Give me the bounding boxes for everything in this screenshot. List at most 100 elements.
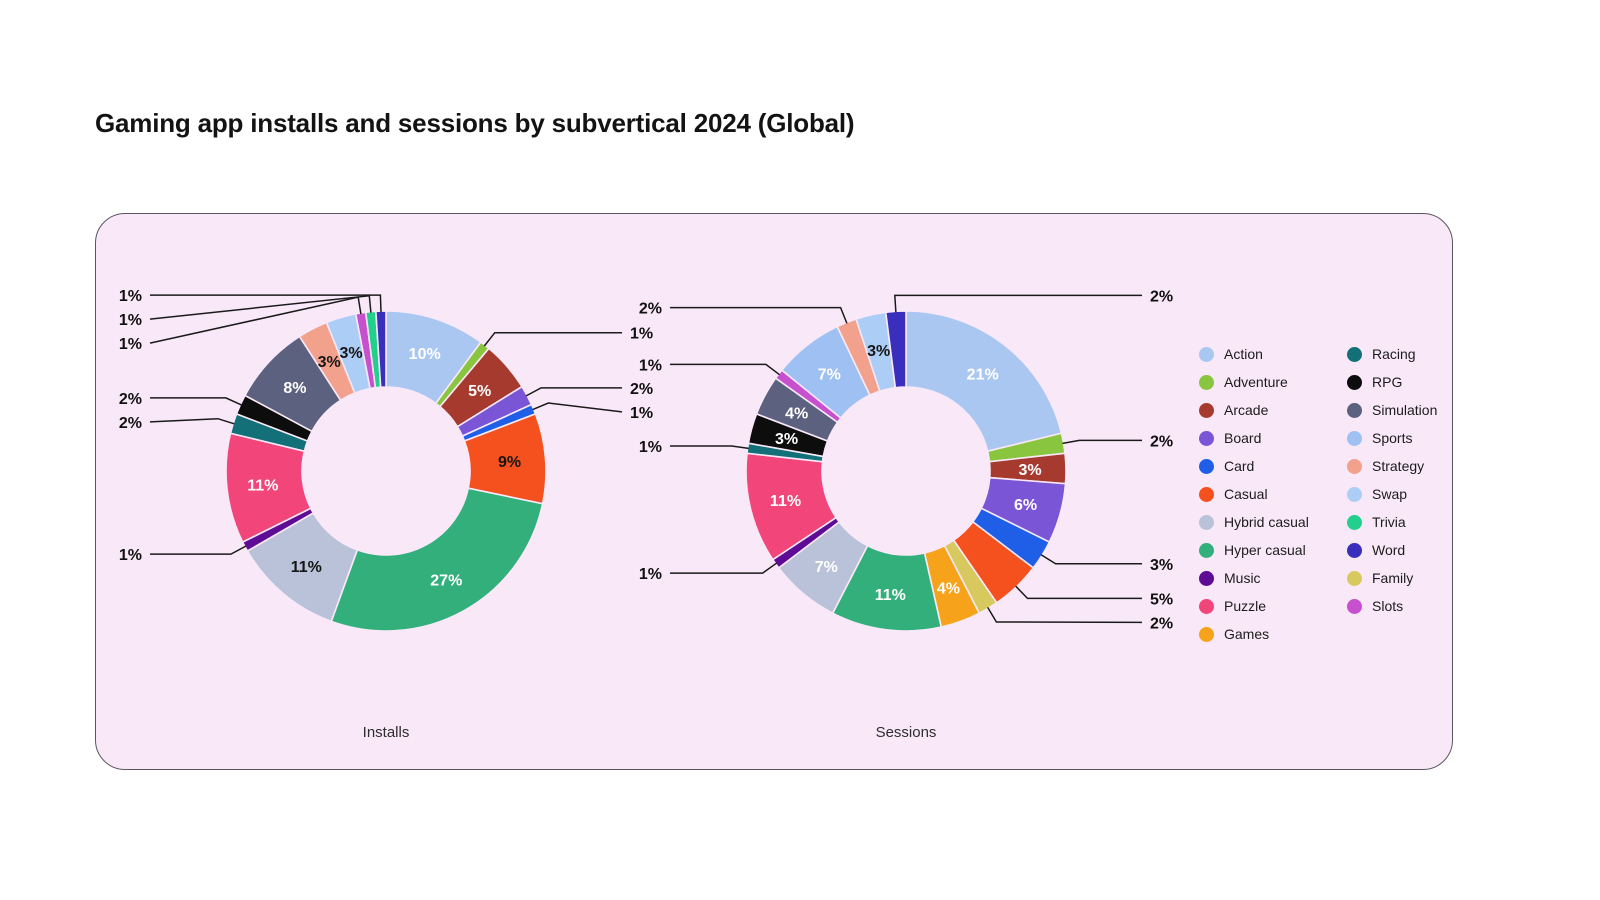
legend-item-casual: Casual: [1199, 480, 1347, 508]
legend-label: Word: [1372, 542, 1406, 558]
legend-dot-games: [1199, 626, 1214, 642]
segment-label-adventure: 2%: [1150, 433, 1173, 450]
legend-item-trivia: Trivia: [1347, 508, 1495, 536]
segment-label-board: 6%: [1014, 497, 1037, 514]
callout-line-word: [893, 294, 1142, 313]
legend-dot-rpg: [1347, 374, 1362, 390]
segment-label-puzzle: 11%: [770, 493, 801, 510]
callout-line-card: [1040, 554, 1142, 565]
segment-label-simulation: 8%: [283, 380, 306, 397]
legend-dot-music: [1199, 570, 1214, 586]
legend-item-simulation: Simulation: [1347, 396, 1495, 424]
legend-dot-racing: [1347, 346, 1362, 362]
legend-label: Racing: [1372, 346, 1416, 362]
segment-label-racing: 1%: [639, 439, 662, 456]
legend-item-sports: Sports: [1347, 424, 1495, 452]
installs-chart: 10% 5% 9% 27% 11% 11% 8% 3% 3% 1% 1% 1% 2% 2% 1% 1% 2% 1%…: [106, 256, 666, 756]
legend-label: Sports: [1372, 430, 1413, 446]
segment-action: [905, 310, 1063, 453]
segment-label-racing: 2%: [119, 415, 142, 432]
segment-label-swap: 3%: [340, 345, 363, 362]
legend-label: Hybrid casual: [1224, 514, 1309, 530]
segment-label-games: 4%: [937, 581, 960, 598]
segment-label-casual: 9%: [498, 454, 521, 471]
segment-label-swap: 3%: [867, 343, 890, 360]
segment-word: [884, 310, 907, 389]
segment-label-word: 2%: [1150, 288, 1173, 305]
legend-item-hyper-casual: Hyper casual: [1199, 536, 1347, 564]
page-title: Gaming app installs and sessions by subv…: [95, 108, 855, 138]
legend-dot-hybrid-casual: [1199, 514, 1214, 530]
callout-line-strategy: [670, 306, 848, 324]
legend-dot-action: [1199, 346, 1214, 362]
segment-label-casual: 5%: [1150, 591, 1173, 608]
legend-dot-simulation: [1347, 402, 1362, 418]
segment-label-word: 1%: [119, 288, 142, 305]
legend-label: Hyper casual: [1224, 542, 1306, 558]
segment-label-hybrid-casual: 7%: [815, 559, 838, 576]
legend-dot-strategy: [1347, 458, 1362, 474]
legend-dot-trivia: [1347, 514, 1362, 530]
legend-dot-adventure: [1199, 374, 1214, 390]
segment-label-rpg: 3%: [775, 431, 798, 448]
legend-item-racing: Racing: [1347, 340, 1495, 368]
legend-item-arcade: Arcade: [1199, 396, 1347, 424]
legend-item-board: Board: [1199, 424, 1347, 452]
legend-dot-swap: [1347, 486, 1362, 502]
legend-dot-word: [1347, 542, 1362, 558]
legend-label: Adventure: [1224, 374, 1288, 390]
callout-line-music: [150, 545, 247, 555]
segment-label-music: 1%: [119, 547, 142, 564]
legend-label: Games: [1224, 626, 1270, 642]
segment-label-simulation: 4%: [785, 405, 808, 422]
legend-label: Card: [1224, 458, 1255, 474]
legend-item-slots: Slots: [1347, 592, 1495, 620]
callout-line-card: [532, 402, 623, 413]
segment-label-rpg: 2%: [119, 391, 142, 408]
legend-label: Trivia: [1372, 514, 1406, 530]
segment-label-sports: 7%: [818, 367, 841, 384]
callout-line-adventure: [483, 331, 622, 347]
segment-label-arcade: 5%: [468, 383, 491, 400]
segment-label-board: 2%: [630, 381, 653, 398]
legend-column-1: Action Adventure Arcade Board Card Casual Hybr…: [1199, 340, 1347, 648]
legend-item-word: Word: [1347, 536, 1495, 564]
legend-item-family: Family: [1347, 564, 1495, 592]
callout-line-casual: [1015, 585, 1142, 600]
legend-dot-board: [1199, 430, 1214, 446]
segment-label-trivia: 1%: [119, 312, 142, 329]
callout-line-trivia: [149, 294, 372, 320]
legend-item-card: Card: [1199, 452, 1347, 480]
callout-line-racing: [149, 417, 235, 425]
installs-donut-svg: 10% 5% 9% 27% 11% 11% 8% 3%3% 1% 1% 1% 2% 2% 1% 1% 2% 1%: [119, 288, 653, 632]
legend-item-puzzle: Puzzle: [1199, 592, 1347, 620]
segment-label-adventure: 1%: [630, 326, 653, 343]
legend-dot-card: [1199, 458, 1214, 474]
segment-label-arcade: 3%: [1018, 462, 1041, 479]
segment-label-music: 1%: [639, 566, 662, 583]
segment-label-slots: 1%: [639, 357, 662, 374]
legend-item-adventure: Adventure: [1199, 368, 1347, 396]
legend-dot-sports: [1347, 430, 1362, 446]
segment-label-action: 10%: [409, 346, 441, 363]
legend-item-games: Games: [1199, 620, 1347, 648]
legend-item-swap: Swap: [1347, 480, 1495, 508]
legend-label: Simulation: [1372, 402, 1438, 418]
segment-label-hyper-casual: 11%: [875, 587, 906, 604]
legend-item-strategy: Strategy: [1347, 452, 1495, 480]
callout-line-word: [150, 294, 382, 313]
segment-label-hybrid-casual: 11%: [291, 559, 322, 576]
legend-dot-hyper-casual: [1199, 542, 1214, 558]
legend-dot-slots: [1347, 598, 1362, 614]
legend-label: Family: [1372, 570, 1414, 586]
legend-label: Swap: [1372, 486, 1408, 502]
legend-dot-family: [1347, 570, 1362, 586]
chart-panel: 10% 5% 9% 27% 11% 11% 8% 3% 3% 1% 1% 1% 2% 2% 1% 1% 2% 1%…: [95, 213, 1453, 770]
legend-item-hybrid-casual: Hybrid casual: [1199, 508, 1347, 536]
segment-label-strategy: 2%: [639, 301, 662, 318]
sessions-donut-svg: 21% 3% 6% 4% 11% 7% 11% 3% 4% 7% 3% 2% 1% 1% 1% 2% 2% 3% 5…: [639, 288, 1173, 632]
legend-item-action: Action: [1199, 340, 1347, 368]
segment-label-family: 2%: [1150, 615, 1173, 632]
legend-item-music: Music: [1199, 564, 1347, 592]
